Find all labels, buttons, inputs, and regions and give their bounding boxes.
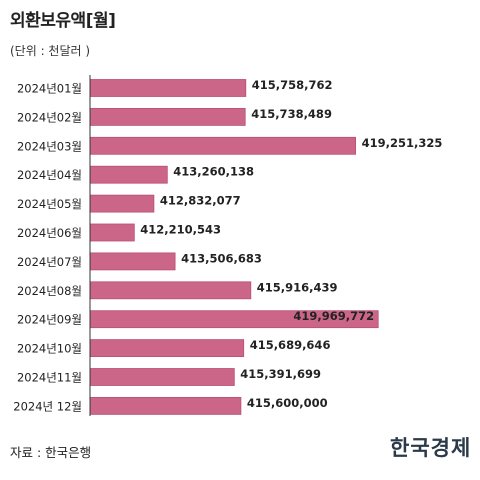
value-label: 413,260,138 bbox=[173, 165, 254, 179]
bar bbox=[89, 223, 135, 242]
value-label: 415,916,439 bbox=[257, 280, 338, 294]
value-label: 413,506,683 bbox=[181, 251, 262, 265]
source-note: 자료 : 한국은행 bbox=[10, 445, 92, 460]
category-label: 2024년04월 bbox=[17, 168, 82, 182]
bar bbox=[89, 194, 155, 213]
value-label: 419,969,772 bbox=[293, 309, 374, 323]
bar bbox=[89, 108, 246, 126]
value-label: 415,391,699 bbox=[240, 367, 321, 381]
bar bbox=[89, 339, 245, 358]
value-label: 415,738,489 bbox=[251, 107, 332, 121]
category-label: 2024년01월 bbox=[17, 82, 82, 96]
category-label: 2024년03월 bbox=[17, 139, 82, 153]
bar bbox=[89, 136, 357, 155]
chart-title: 외환보유액[월] bbox=[10, 11, 116, 31]
category-label: 2024년07월 bbox=[17, 255, 82, 269]
value-label: 415,758,762 bbox=[252, 78, 333, 92]
category-label: 2024년10월 bbox=[17, 342, 82, 356]
hankyung-logo: 한국경제 bbox=[390, 435, 472, 460]
category-label: 2024년09월 bbox=[17, 313, 82, 327]
category-label: 2024년 12월 bbox=[13, 399, 82, 413]
category-label: 2024년02월 bbox=[17, 110, 82, 124]
category-label: 2024년05월 bbox=[17, 197, 82, 211]
value-label: 412,832,077 bbox=[160, 194, 241, 208]
bar bbox=[89, 165, 168, 184]
bar bbox=[89, 79, 247, 97]
value-label: 415,600,000 bbox=[247, 396, 328, 410]
category-label: 2024년11월 bbox=[17, 371, 82, 385]
bar bbox=[89, 368, 235, 386]
category-label: 2024년08월 bbox=[17, 284, 82, 298]
value-label: 412,210,543 bbox=[140, 223, 221, 237]
category-label: 2024년06월 bbox=[17, 226, 82, 240]
value-label: 419,251,325 bbox=[362, 136, 443, 150]
value-label: 415,689,646 bbox=[250, 338, 331, 352]
bar bbox=[89, 252, 176, 271]
unit-label: (단위 : 천달러 ) bbox=[10, 44, 91, 58]
bar bbox=[89, 281, 252, 300]
bar bbox=[89, 396, 242, 415]
